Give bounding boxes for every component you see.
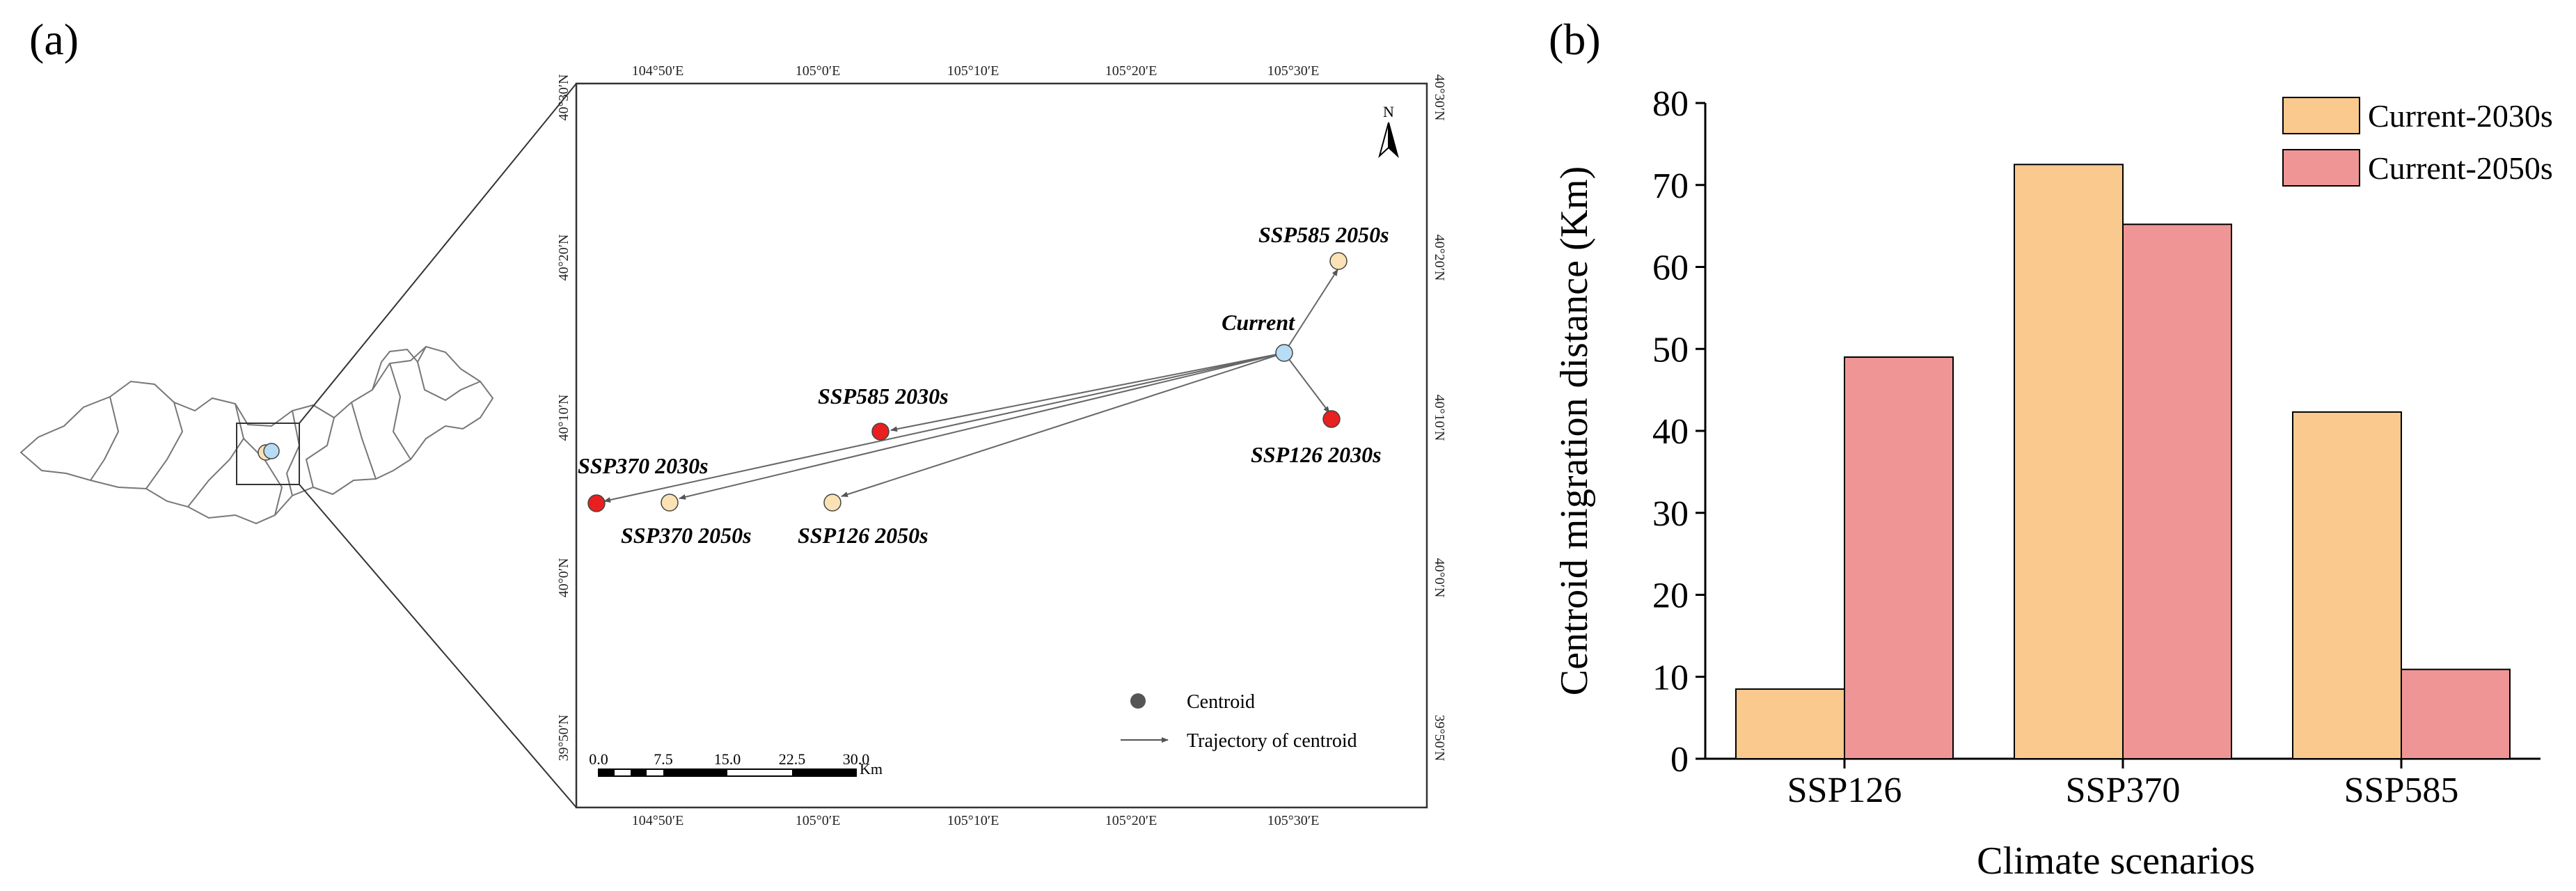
top-tick: 105°20′E: [1105, 63, 1157, 79]
map-bottom-ticks: 104°50′E 105°0′E 105°10′E 105°20′E 105°3…: [632, 813, 1320, 828]
right-tick: 39°50′N: [1432, 715, 1447, 762]
left-tick: 40°30′N: [556, 74, 571, 121]
trajectory-ssp370-2030s: [603, 352, 1285, 503]
trajectory-ssp126-2030s: [1283, 352, 1330, 413]
zoom-line-top: [299, 83, 577, 424]
centroid-ssp370-2050s: [661, 494, 679, 512]
x-tick-label: SSP585: [2344, 771, 2459, 810]
legend-trajectory-label: Trajectory of centroid: [1187, 730, 1357, 752]
north-label: N: [1383, 103, 1394, 120]
trajectory-ssp370-2050s: [679, 352, 1285, 500]
trajectory-ssp585-2030s: [890, 352, 1285, 432]
bottom-tick: 104°50′E: [632, 813, 684, 828]
y-tick-label: 0: [1670, 740, 1689, 780]
chart-legend: Current-2030s Current-2050s: [2282, 97, 2553, 187]
inset-box: [236, 423, 300, 485]
scale-tick: 22.5: [779, 750, 806, 768]
y-ticks: 0 10 20 30 40 50 60 70 80: [1652, 84, 1705, 780]
trajectories: [603, 269, 1338, 503]
top-tick: 104°50′E: [632, 63, 684, 79]
centroid-ssp126-2050s: [823, 494, 841, 512]
centroid-ssp126-2030s: [1322, 410, 1341, 428]
top-tick: 105°0′E: [796, 63, 841, 79]
map-top-ticks: 104°50′E 105°0′E 105°10′E 105°20′E 105°3…: [632, 63, 1320, 79]
site-label-ssp126-2030s: SSP126 2030s: [1251, 442, 1382, 467]
y-tick-label: 60: [1652, 249, 1689, 288]
site-labels: Current SSP585 2050s SSP126 2030s SSP585…: [578, 222, 1389, 548]
scale-tick: 0.0: [589, 750, 608, 768]
bar-ssp370-current-2050s: [2122, 223, 2232, 759]
y-tick-label: 10: [1652, 658, 1689, 697]
bottom-tick: 105°0′E: [796, 813, 841, 828]
left-tick: 40°0′N: [556, 558, 571, 598]
bottom-tick: 105°10′E: [947, 813, 999, 828]
legend-centroid-dot: [1130, 693, 1146, 709]
legend-label: Current-2050s: [2368, 150, 2553, 186]
bar-ssp370-current-2030s: [2014, 164, 2124, 759]
bar-chart: 0 10 20 30 40 50 60 70 80 SSP126 SSP370 SSP585 Cen…: [1553, 84, 2553, 883]
centroid-ssp585-2030s: [871, 423, 890, 441]
site-label-ssp585-2030s: SSP585 2030s: [818, 384, 949, 409]
site-label-ssp370-2030s: SSP370 2030s: [578, 453, 709, 478]
bar-ssp585-current-2030s: [2292, 411, 2402, 759]
china-outline-map: [19, 345, 494, 525]
centroid-current: [1275, 344, 1293, 362]
bar-ssp126-current-2050s: [1844, 356, 1954, 759]
top-tick: 105°10′E: [947, 63, 999, 79]
legend-swatch: [2282, 97, 2360, 134]
y-axis-title: Centroid migration distance (Km): [1553, 166, 1596, 695]
site-label-ssp370-2050s: SSP370 2050s: [621, 523, 752, 548]
site-label-ssp126-2050s: SSP126 2050s: [798, 523, 929, 548]
map-left-ticks: 40°30′N 40°20′N 40°10′N 40°0′N 39°50′N: [556, 74, 571, 762]
map-frame: [575, 82, 1428, 809]
panel-a-label: (a): [29, 15, 79, 64]
right-tick: 40°0′N: [1432, 558, 1447, 598]
y-tick-label: 50: [1652, 330, 1689, 370]
left-tick: 40°10′N: [556, 395, 571, 441]
bar-ssp585-current-2050s: [2401, 668, 2511, 760]
y-tick-label: 30: [1652, 494, 1689, 534]
y-tick-label: 70: [1652, 166, 1689, 206]
bars: [1735, 164, 2511, 760]
left-tick: 40°20′N: [556, 235, 571, 281]
y-tick-label: 40: [1652, 412, 1689, 452]
legend-label: Current-2030s: [2368, 98, 2553, 134]
bar-ssp126-current-2030s: [1735, 688, 1845, 759]
centroids: [587, 252, 1348, 512]
scale-unit: Km: [860, 760, 883, 778]
north-arrow-icon: N: [1378, 103, 1399, 159]
trajectory-ssp126-2050s: [841, 352, 1285, 498]
x-ticks: SSP126 SSP370 SSP585: [1787, 759, 2459, 810]
right-tick: 40°20′N: [1432, 235, 1447, 281]
bottom-tick: 105°20′E: [1105, 813, 1157, 828]
x-tick-label: SSP126: [1787, 771, 1902, 810]
centroid-ssp370-2030s: [587, 494, 606, 512]
right-tick: 40°30′N: [1432, 74, 1447, 121]
zoom-line-bottom: [299, 484, 577, 808]
trajectory-ssp585-2050s: [1283, 269, 1338, 354]
centroid-ssp585-2050s: [1329, 252, 1348, 270]
panel-b-label: (b): [1549, 15, 1601, 64]
scale-tick: 15.0: [714, 750, 741, 768]
legend-swatch: [2282, 149, 2360, 187]
site-label-ssp585-2050s: SSP585 2050s: [1258, 222, 1389, 247]
legend-centroid-label: Centroid: [1187, 691, 1255, 713]
scale-bar: 0.0 7.5 15.0 22.5 30.0 Km: [589, 750, 883, 778]
y-tick-label: 20: [1652, 576, 1689, 616]
left-tick: 39°50′N: [556, 715, 571, 762]
inset-centroid-current: [263, 443, 280, 459]
right-tick: 40°10′N: [1432, 395, 1447, 441]
y-tick-label: 80: [1652, 84, 1689, 124]
bottom-tick: 105°30′E: [1267, 813, 1320, 828]
top-tick: 105°30′E: [1267, 63, 1320, 79]
scale-tick: 30.0: [843, 750, 870, 768]
map-legend: Centroid Trajectory of centroid: [1121, 691, 1357, 752]
x-axis-title: Climate scenarios: [1977, 839, 2255, 883]
x-tick-label: SSP370: [2066, 771, 2181, 810]
map-right-ticks: 40°30′N 40°20′N 40°10′N 40°0′N 39°50′N: [1432, 74, 1447, 762]
scale-tick: 7.5: [654, 750, 673, 768]
site-label-current: Current: [1222, 310, 1295, 335]
